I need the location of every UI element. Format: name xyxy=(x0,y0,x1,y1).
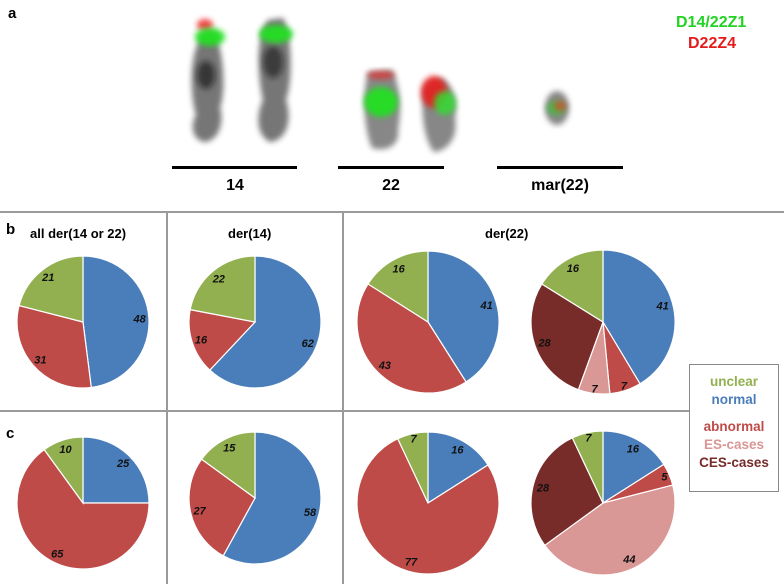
pie-chart-c-4: 16 5 44 28 7 xyxy=(530,430,676,576)
pie-slice-abnormal xyxy=(16,304,92,389)
pie-value-label: 15 xyxy=(223,442,236,454)
divider-top xyxy=(0,211,784,213)
pie-slice-abnormal xyxy=(16,448,150,570)
chromosome-label-14: 14 xyxy=(226,177,244,194)
pie-value-label: 27 xyxy=(192,505,206,517)
pie-slice-unclear xyxy=(396,431,429,504)
pie-chart-c-2: 58 27 15 xyxy=(188,431,322,565)
pie-slice-abnormal xyxy=(356,437,500,575)
pie-value-label: 25 xyxy=(116,458,130,470)
pie-value-label: 48 xyxy=(133,313,147,325)
pie-chart-b-1: 48 31 21 xyxy=(16,255,150,389)
pie-slice-unclear xyxy=(189,255,256,323)
legend-es-cases: ES-cases xyxy=(703,437,765,452)
legend-ces-cases: CES-cases xyxy=(699,455,769,470)
pie-slice-normal xyxy=(208,255,322,389)
pie-value-label: 43 xyxy=(378,360,391,372)
chromosome-label-mar22: mar(22) xyxy=(531,177,589,194)
legend-unclear: unclear xyxy=(709,374,759,389)
pie-value-label: 16 xyxy=(451,444,464,456)
pie-slice-normal xyxy=(602,430,665,505)
pie-slice-ces-cases xyxy=(530,283,604,391)
pie-slice-unclear xyxy=(367,250,429,324)
pie-value-label: 31 xyxy=(34,355,46,367)
pie-slice-normal xyxy=(427,431,489,505)
pie-value-label: 65 xyxy=(51,549,64,561)
pie-slice-normal xyxy=(222,431,322,565)
panel-letter-b: b xyxy=(6,221,16,238)
pie-slice-abnormal xyxy=(188,458,256,557)
column-title-der14: der(14) xyxy=(228,226,272,241)
pie-chart-b-3: 41 43 16 xyxy=(356,250,500,394)
panel-letter-c: c xyxy=(6,425,15,442)
chromosome-14-right xyxy=(258,18,293,142)
pie-value-label: 22 xyxy=(212,273,225,285)
divider-middle xyxy=(0,410,690,412)
chromosome-14-left xyxy=(191,19,225,142)
pie-slice-unclear xyxy=(200,431,256,500)
pie-value-label: 77 xyxy=(405,557,418,569)
pie-slice-normal xyxy=(82,255,150,389)
pie-value-label: 58 xyxy=(304,507,317,519)
pie-slice-abnormal xyxy=(188,308,257,371)
pie-value-label: 7 xyxy=(621,381,628,393)
legend: unclear normal abnormal ES-cases CES-cas… xyxy=(689,364,779,492)
pie-slice-ces-cases xyxy=(530,437,604,547)
probe-label-d14-22z1: D14/22Z1 xyxy=(676,14,747,31)
legend-abnormal: abnormal xyxy=(703,419,765,434)
pie-chart-b-2: 62 16 22 xyxy=(188,255,322,389)
pie-value-label: 7 xyxy=(585,433,592,445)
pie-slice-normal xyxy=(82,436,150,504)
scale-bar-14 xyxy=(172,166,297,169)
probe-label-d22z4: D22Z4 xyxy=(688,35,737,52)
divider-col-2 xyxy=(342,211,344,584)
column-title-all: all der(14 or 22) xyxy=(30,226,127,241)
pie-slice-normal xyxy=(602,249,676,385)
pie-value-label: 16 xyxy=(195,335,208,347)
pie-slice-unclear xyxy=(571,430,604,504)
pie-value-label: 7 xyxy=(591,383,598,395)
divider-col-1 xyxy=(166,211,168,584)
chromosome-22-right xyxy=(421,76,456,152)
pie-slice-unclear xyxy=(43,436,84,505)
pie-value-label: 28 xyxy=(536,483,550,495)
scale-bar-22 xyxy=(338,166,444,169)
chromosome-22-left xyxy=(364,70,400,150)
panel-letter-a: a xyxy=(8,5,17,22)
pie-value-label: 41 xyxy=(656,300,669,312)
chromosome-mar22 xyxy=(545,91,569,125)
pie-value-label: 5 xyxy=(661,471,668,483)
pie-value-label: 16 xyxy=(627,444,640,456)
pie-value-label: 62 xyxy=(302,338,314,350)
pie-value-label: 16 xyxy=(392,263,405,275)
pie-chart-c-1: 25 65 10 xyxy=(16,436,150,570)
legend-normal: normal xyxy=(711,392,757,407)
pie-value-label: 10 xyxy=(59,444,72,456)
pie-slice-unclear xyxy=(540,249,604,324)
pie-value-label: 7 xyxy=(411,434,418,446)
scale-bar-mar22 xyxy=(497,166,623,169)
pie-slice-es-cases xyxy=(543,484,676,576)
pie-slice-abnormal xyxy=(356,283,467,394)
pie-value-label: 16 xyxy=(567,263,580,275)
chromosome-image xyxy=(191,18,569,152)
chromosome-label-22: 22 xyxy=(382,177,400,194)
pie-slice-unclear xyxy=(18,255,84,323)
pie-value-label: 44 xyxy=(622,554,635,566)
pie-value-label: 28 xyxy=(537,337,551,349)
column-title-der22: der(22) xyxy=(485,226,529,241)
pie-chart-b-4: 41 7 7 28 16 xyxy=(530,249,676,395)
pie-value-label: 41 xyxy=(480,300,493,312)
pie-value-label: 21 xyxy=(41,272,54,284)
